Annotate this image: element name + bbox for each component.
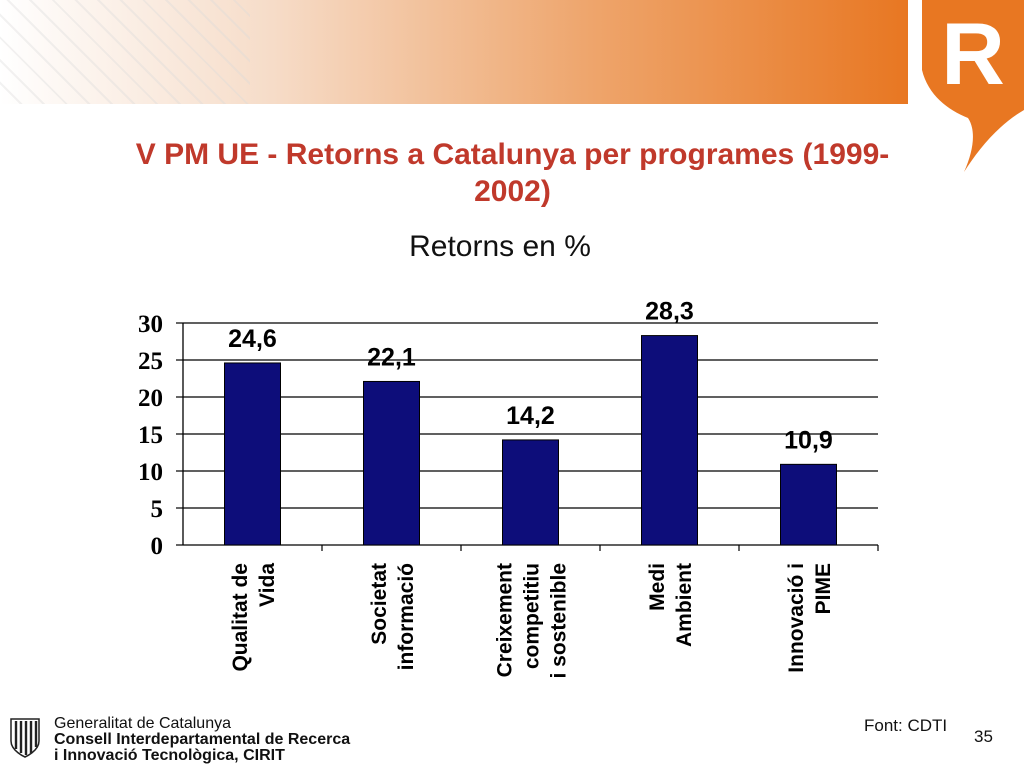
footer-line-3: i Innovació Tecnològica, CIRIT: [54, 747, 285, 764]
footer-line-1: Generalitat de Catalunya: [54, 715, 231, 732]
cirit-logo: R: [918, 0, 1024, 172]
x-tick-label: Societat informació: [368, 563, 418, 670]
source-note: Font: CDTI: [864, 716, 948, 735]
page-number: 35: [974, 727, 993, 746]
bar: [780, 463, 837, 546]
y-tick-label: 10: [138, 459, 163, 486]
y-tick-label: 0: [151, 533, 164, 560]
x-tick-label: Qualitat de Vida: [229, 563, 279, 672]
data-label: 24,6: [228, 325, 277, 353]
y-tick-label: 5: [151, 496, 164, 523]
bar: [502, 439, 559, 546]
x-tick-label: Innovació i PIME: [785, 563, 835, 673]
x-tick-label-line: informació: [395, 563, 418, 670]
generalitat-emblem-icon: [10, 718, 40, 758]
data-label: 10,9: [784, 426, 833, 454]
logo-letter: R: [941, 4, 1005, 103]
x-tick-label-line: i sostenible: [548, 563, 571, 679]
footer-line-2: Consell Interdepartamental de Recerca: [54, 731, 351, 748]
x-tick-label-line: Societat: [368, 563, 391, 645]
bar: [363, 380, 420, 546]
bar: [224, 362, 281, 546]
x-tick-label-line: competitiu: [521, 563, 544, 669]
data-label: 28,3: [645, 298, 694, 326]
data-label: 14,2: [506, 402, 555, 430]
x-tick-label-line: Vida: [256, 563, 279, 607]
x-tick-label-line: Medi: [646, 563, 669, 611]
x-tick-label-line: Qualitat de: [229, 563, 252, 672]
y-tick-label: 15: [138, 422, 163, 449]
logo-graphic: R: [922, 0, 1024, 172]
slide-title: V PM UE - Retorns a Catalunya per progra…: [135, 138, 890, 208]
x-tick-label: Creixement competitiu i sostenible: [494, 563, 571, 679]
y-tick-label: 30: [138, 311, 163, 338]
x-tick-label-line: Creixement: [494, 563, 517, 677]
data-label: 22,1: [367, 343, 416, 371]
y-tick-label: 20: [138, 385, 163, 412]
x-tick-label-line: PIME: [812, 563, 835, 614]
header-pattern: [0, 0, 250, 104]
x-tick-label: Medi Ambient: [646, 563, 696, 647]
x-tick-label-line: Ambient: [673, 563, 696, 647]
chart-title: Retorns en %: [409, 230, 591, 263]
bar: [641, 335, 698, 546]
header-banner: [0, 0, 908, 104]
y-tick-label: 25: [138, 348, 163, 375]
x-tick-label-line: Innovació i: [785, 563, 808, 673]
